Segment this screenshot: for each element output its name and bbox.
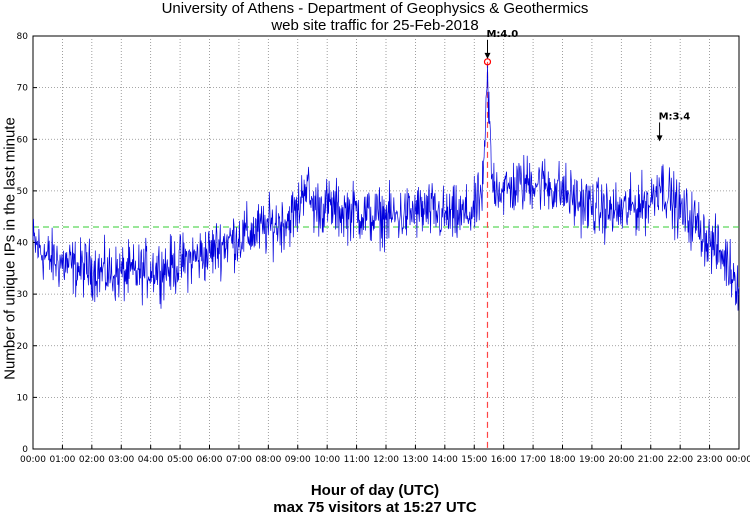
x-tick-label: 07:00 — [226, 455, 252, 465]
x-tick-label: 22:00 — [667, 455, 693, 465]
x-tick-label: 09:00 — [285, 455, 311, 465]
y-tick-label: 20 — [17, 342, 29, 352]
chart-subtitle: web site traffic for 25-Feb-2018 — [271, 17, 479, 34]
traffic-series-line — [32, 64, 740, 311]
x-tick-label: 08:00 — [255, 455, 281, 465]
y-tick-label: 0 — [22, 445, 28, 455]
x-tick-label: 05:00 — [167, 455, 193, 465]
x-tick-label: 13:00 — [402, 455, 428, 465]
x-tick-label: 17:00 — [520, 455, 546, 465]
x-tick-label: 21:00 — [638, 455, 664, 465]
annotation-label: M:4.0 — [486, 29, 518, 40]
x-axis-label: Hour of day (UTC) — [310, 482, 440, 499]
annotation-label: M:3.4 — [659, 111, 691, 122]
x-tick-label: 18:00 — [550, 455, 576, 465]
x-tick-label: 12:00 — [373, 455, 399, 465]
annotation-arrowhead — [656, 135, 663, 142]
chart-title: University of Athens - Department of Geo… — [161, 0, 589, 17]
y-tick-label: 10 — [17, 393, 29, 403]
y-tick-label: 30 — [17, 290, 29, 300]
x-tick-label: 03:00 — [108, 455, 134, 465]
x-tick-label: 11:00 — [344, 455, 370, 465]
x-tick-label: 23:00 — [697, 455, 723, 465]
x-tick-label: 16:00 — [491, 455, 517, 465]
x-tick-label: 14:00 — [432, 455, 458, 465]
y-tick-label: 60 — [17, 135, 29, 145]
annotation-arrowhead — [484, 52, 491, 59]
y-tick-label: 80 — [17, 32, 29, 42]
y-tick-label: 70 — [17, 84, 29, 94]
x-tick-label: 00:00 — [726, 455, 750, 465]
x-tick-label: 19:00 — [579, 455, 605, 465]
x-tick-label: 04:00 — [138, 455, 164, 465]
max-visitors-note: max 75 visitors at 15:27 UTC — [273, 499, 477, 516]
x-tick-label: 02:00 — [79, 455, 105, 465]
x-tick-label: 15:00 — [461, 455, 487, 465]
x-tick-label: 00:00 — [20, 455, 46, 465]
x-tick-label: 01:00 — [49, 455, 75, 465]
y-tick-label: 40 — [17, 239, 29, 249]
x-tick-label: 20:00 — [608, 455, 634, 465]
y-tick-label: 50 — [17, 187, 29, 197]
x-tick-label: 10:00 — [314, 455, 340, 465]
x-tick-label: 06:00 — [197, 455, 223, 465]
